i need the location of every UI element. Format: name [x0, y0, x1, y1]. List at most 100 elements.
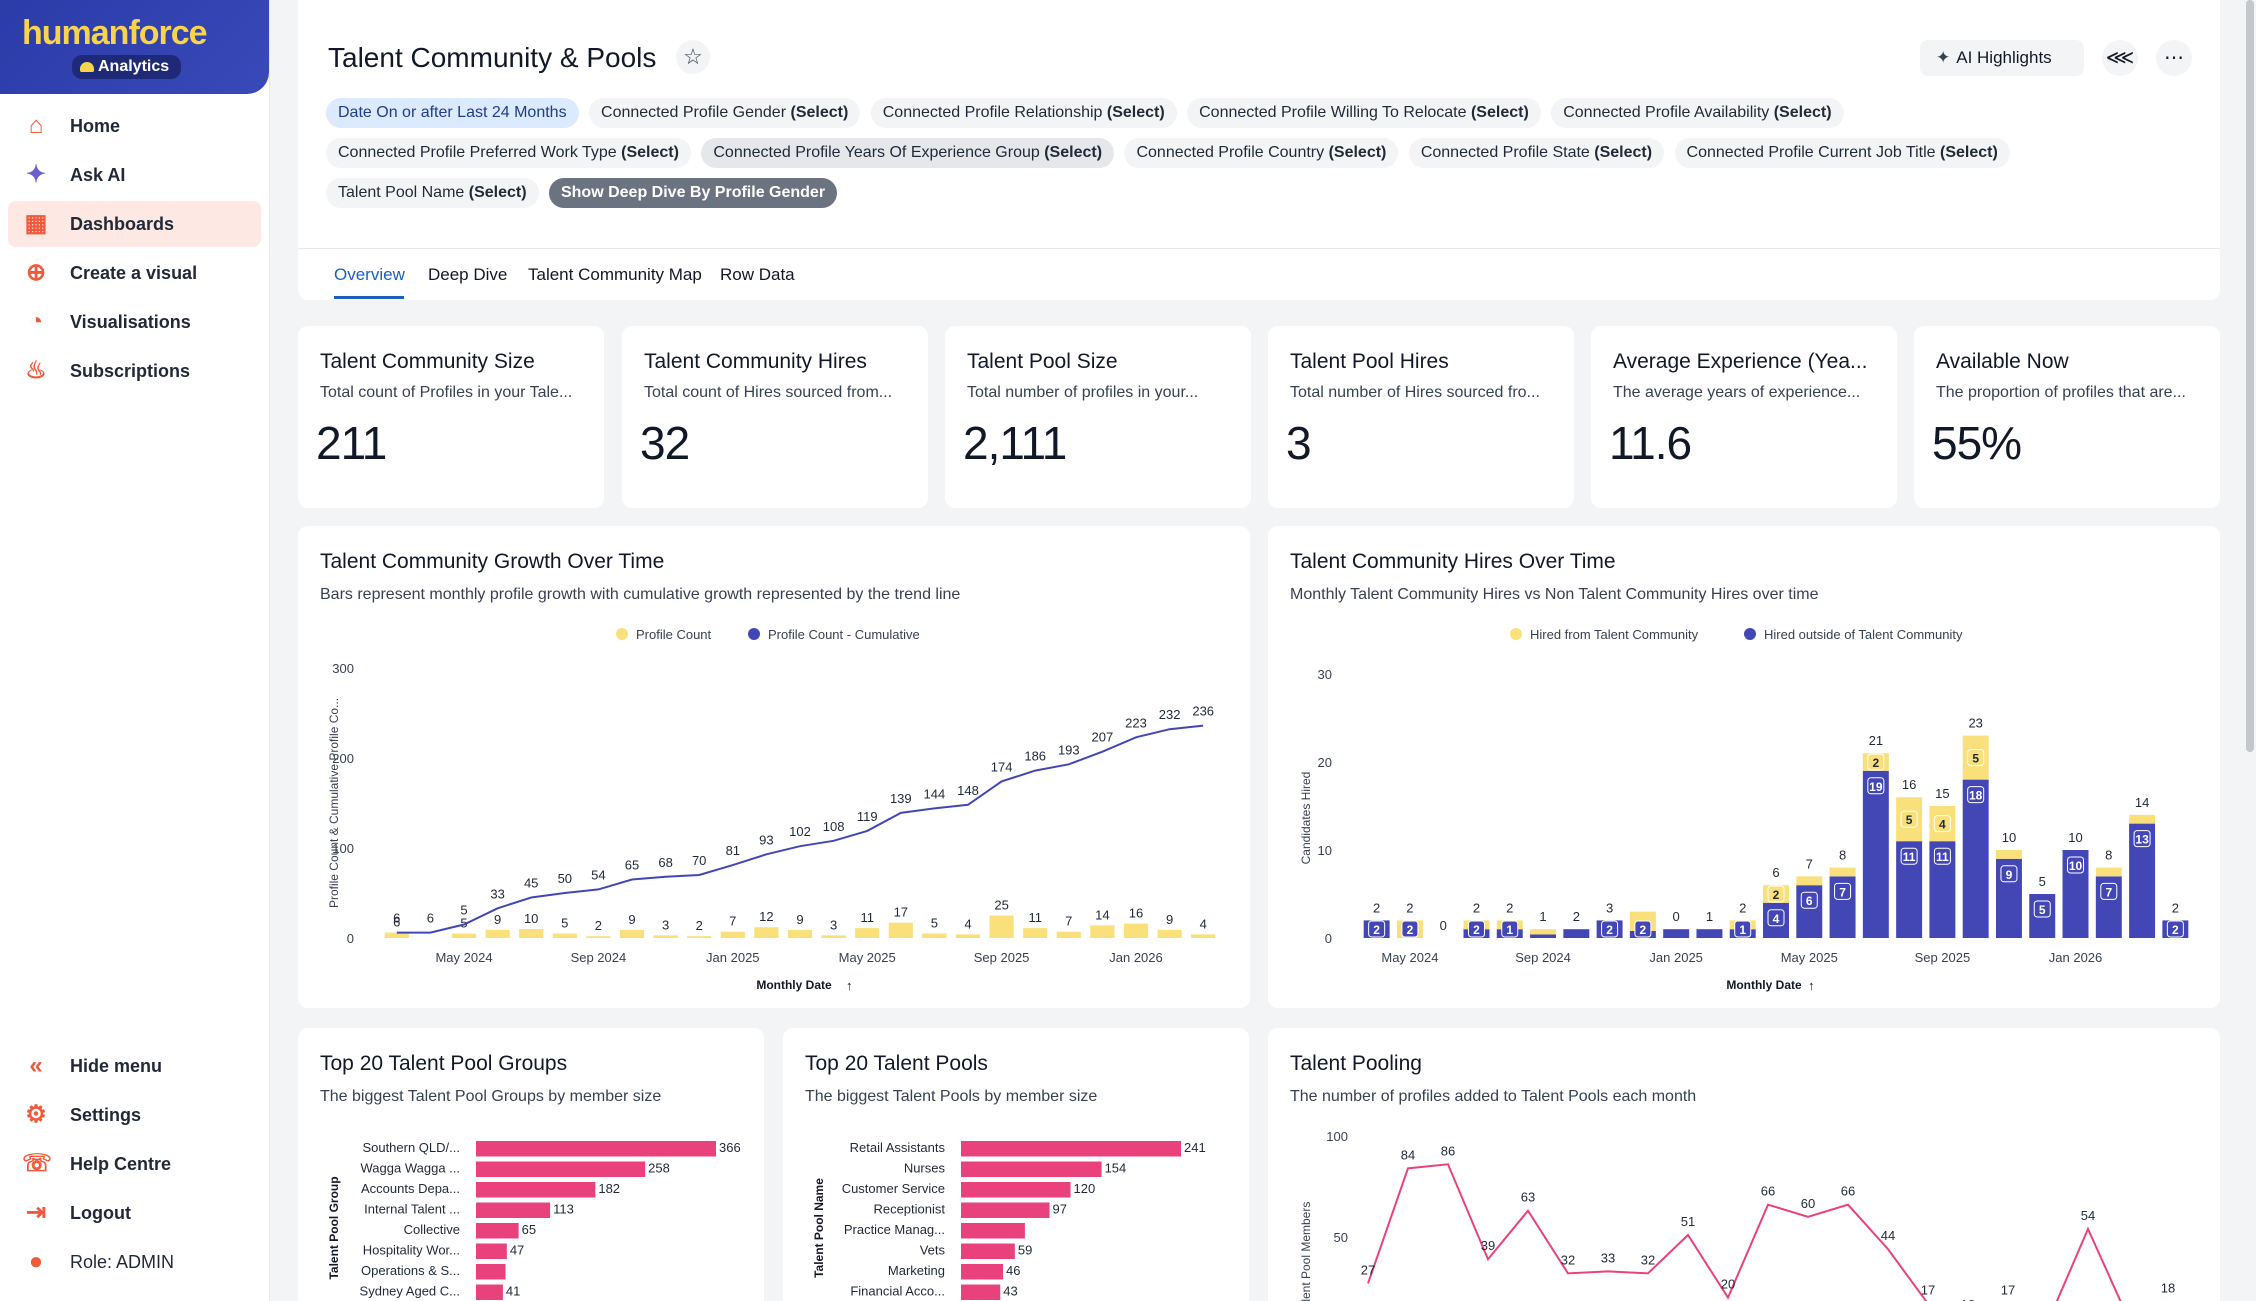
value-chip	[1900, 810, 1918, 828]
nav-item-home[interactable]: ⌂ Home	[8, 103, 261, 149]
category-label: Sydney Aged C...	[360, 1284, 460, 1299]
filter-chip-experience[interactable]: Connected Profile Years Of Experience Gr…	[701, 138, 1115, 168]
headset-icon: ☏	[22, 1150, 53, 1177]
kpi-card-average-experience[interactable]: Average Experience (Yea... The average y…	[1591, 326, 1897, 508]
more-options-icon[interactable]: ⋯	[2156, 40, 2192, 76]
line-value-label: 148	[957, 783, 979, 798]
x-tick-label: Sep 2024	[571, 950, 627, 965]
filter-label: Connected Profile Current Job Title	[1686, 144, 1940, 161]
value-chip	[2100, 882, 2118, 900]
tab-talent-community-map[interactable]: Talent Community Map	[528, 265, 702, 284]
brand-name: humanforce	[22, 14, 208, 52]
chart-title: Talent Community Growth Over Time	[320, 550, 665, 573]
y-tick-label: 50	[1334, 1230, 1348, 1245]
category-label: Hospitality Wor...	[363, 1243, 460, 1258]
line-value-label: 70	[692, 853, 706, 868]
bar-outside	[1962, 779, 1989, 938]
line-value-label: 81	[726, 843, 740, 858]
nav-item-logout[interactable]: ⇥ Logout	[8, 1190, 261, 1236]
bar	[754, 927, 779, 938]
kpi-card-community-size[interactable]: Talent Community Size Total count of Pro…	[298, 326, 604, 508]
chart-subtitle: Monthly Talent Community Hires vs Non Ta…	[1290, 586, 1819, 603]
bar-value-label: 43	[1003, 1284, 1017, 1299]
filter-chip-gender[interactable]: Connected Profile Gender (Select)	[589, 98, 861, 128]
user-icon: ●	[28, 1248, 44, 1275]
ai-highlights-button[interactable]: ✦ AI Highlights	[1920, 40, 2084, 76]
bar	[476, 1264, 506, 1280]
nav-item-subscriptions[interactable]: ♨ Subscriptions	[8, 348, 261, 394]
kpi-card-community-hires[interactable]: Talent Community Hires Total count of Hi…	[622, 326, 928, 508]
line-value-label: 33	[490, 886, 504, 901]
nav-label: Visualisations	[70, 311, 191, 332]
ai-highlights-label: AI Highlights	[1956, 48, 2052, 67]
filter-chip-job-title[interactable]: Connected Profile Current Job Title (Sel…	[1674, 138, 2010, 168]
filter-chip-country[interactable]: Connected Profile Country (Select)	[1124, 138, 1399, 168]
bar	[485, 929, 510, 938]
bar	[888, 922, 913, 938]
bar-total-label: 2	[1406, 900, 1413, 915]
line-value-label: 32	[1641, 1252, 1655, 1267]
filter-label: Connected Profile Availability	[1563, 104, 1774, 121]
home-icon: ⌂	[28, 112, 44, 139]
nav-item-visualisations[interactable]: ◔ Visualisations	[8, 299, 261, 345]
tab-deep-dive[interactable]: Deep Dive	[428, 265, 508, 284]
line-value-label: 5	[460, 903, 467, 918]
deep-dive-toggle[interactable]: Show Deep Dive By Profile Gender	[548, 178, 838, 208]
share-icon[interactable]: ⋘	[2102, 40, 2138, 76]
x-tick-label: May 2024	[435, 950, 492, 965]
tab-overview[interactable]: Overview	[334, 265, 405, 284]
page-scrollbar[interactable]	[2246, 0, 2256, 760]
gear-icon: ⚙	[25, 1101, 47, 1128]
filter-chip-state[interactable]: Connected Profile State (Select)	[1408, 138, 1665, 168]
filter-chip-work-type[interactable]: Connected Profile Preferred Work Type (S…	[326, 138, 691, 168]
tab-row-data[interactable]: Row Data	[720, 265, 795, 284]
nav-item-create-visual[interactable]: ⊕ Create a visual	[8, 250, 261, 296]
value-chip	[2133, 830, 2151, 848]
nav-label: Create a visual	[70, 262, 198, 283]
filter-label: Connected Profile Willing To Relocate	[1199, 104, 1471, 121]
nav-item-dashboards[interactable]: ▦ Dashboards	[8, 201, 261, 247]
bar	[961, 1264, 1003, 1280]
kpi-description: The proportion of profiles that are...	[1936, 384, 2186, 401]
nav-item-settings[interactable]: ⚙ Settings	[8, 1092, 261, 1138]
bar-value-label: 2	[595, 918, 602, 933]
filter-chip-pool-name[interactable]: Talent Pool Name (Select)	[326, 178, 539, 208]
filter-chip-relocate[interactable]: Connected Profile Willing To Relocate (S…	[1187, 98, 1541, 128]
filter-bar: Date On or after Last 24 Months Connecte…	[326, 98, 2196, 218]
nav-label: Dashboards	[70, 213, 175, 234]
bar-value-label: 5	[460, 916, 467, 931]
filter-value: (Select)	[1939, 144, 1998, 161]
nav-item-hide-menu[interactable]: « Hide menu	[8, 1043, 261, 1089]
bar-mid-label: 4	[1939, 818, 1946, 832]
nav-item-ask-ai[interactable]: ✦ Ask AI	[8, 152, 261, 198]
legend-swatch-profile-count	[616, 628, 628, 640]
nav-item-help[interactable]: ☏ Help Centre	[8, 1141, 261, 1187]
kpi-value: 11.6	[1609, 417, 1692, 469]
legend-label: Hired outside of Talent Community	[1764, 627, 1963, 642]
scrollbar-thumb[interactable]	[2246, 0, 2254, 752]
line-value-label: 54	[2081, 1208, 2095, 1223]
chart-subtitle: The biggest Talent Pool Groups by member…	[320, 1088, 662, 1105]
x-tick-label: Jan 2026	[1109, 950, 1163, 965]
filter-chip-date[interactable]: Date On or after Last 24 Months	[326, 98, 579, 128]
favorite-star-icon[interactable]: ☆	[676, 40, 710, 74]
filter-chip-availability[interactable]: Connected Profile Availability (Select)	[1551, 98, 1844, 128]
y-axis-label: Talent Pool Group	[327, 1176, 341, 1279]
y-axis-label: Candidates Hired	[1299, 772, 1313, 865]
line-value-label: 44	[1881, 1228, 1895, 1243]
filter-chip-relationship[interactable]: Connected Profile Relationship (Select)	[870, 98, 1177, 128]
bar-inside-label: 19	[1869, 780, 1883, 794]
line-value-label: 84	[1401, 1147, 1415, 1162]
kpi-card-available-now[interactable]: Available Now The proportion of profiles…	[1914, 326, 2220, 508]
pie-chart-icon: ◔	[28, 308, 44, 335]
kpi-card-pool-hires[interactable]: Talent Pool Hires Total number of Hires …	[1268, 326, 1574, 508]
bar	[720, 931, 745, 938]
brand-logo[interactable]: humanforce Analytics	[0, 0, 269, 94]
x-tick-label: Sep 2025	[1915, 950, 1971, 965]
line-value-label: 186	[1024, 749, 1046, 764]
kpi-card-pool-size[interactable]: Talent Pool Size Total number of profile…	[945, 326, 1251, 508]
bar	[989, 915, 1014, 938]
kpi-title: Talent Pool Hires	[1290, 350, 1449, 373]
bar-total-label: 7	[1806, 856, 1813, 871]
line-value-label: 68	[658, 855, 672, 870]
